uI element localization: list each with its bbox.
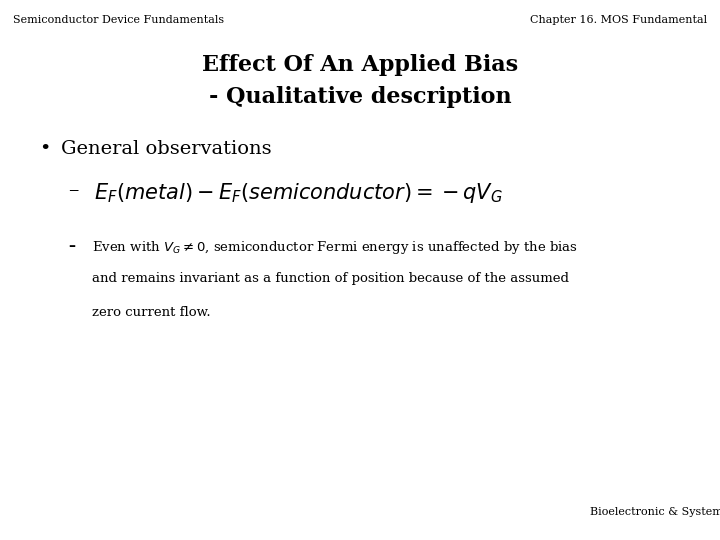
- Text: Semiconductor Device Fundamentals: Semiconductor Device Fundamentals: [13, 15, 224, 25]
- Text: Effect Of An Applied Bias: Effect Of An Applied Bias: [202, 54, 518, 76]
- Text: General observations: General observations: [61, 140, 272, 158]
- Text: $E_F(metal) - E_F(semiconductor) = -qV_G$: $E_F(metal) - E_F(semiconductor) = -qV_G…: [94, 181, 503, 205]
- Text: –: –: [68, 239, 76, 253]
- Text: •: •: [40, 140, 51, 158]
- Text: zero current flow.: zero current flow.: [92, 306, 211, 319]
- Text: Chapter 16. MOS Fundamental: Chapter 16. MOS Fundamental: [530, 15, 707, 25]
- Text: and remains invariant as a function of position because of the assumed: and remains invariant as a function of p…: [92, 272, 569, 285]
- Text: Even with $V_G \neq 0$, semiconductor Fermi energy is unaffected by the bias: Even with $V_G \neq 0$, semiconductor Fe…: [92, 239, 578, 255]
- Text: –: –: [68, 181, 78, 200]
- Text: Bioelectronic & Systems Lab.: Bioelectronic & Systems Lab.: [590, 507, 720, 517]
- Text: - Qualitative description: - Qualitative description: [209, 86, 511, 109]
